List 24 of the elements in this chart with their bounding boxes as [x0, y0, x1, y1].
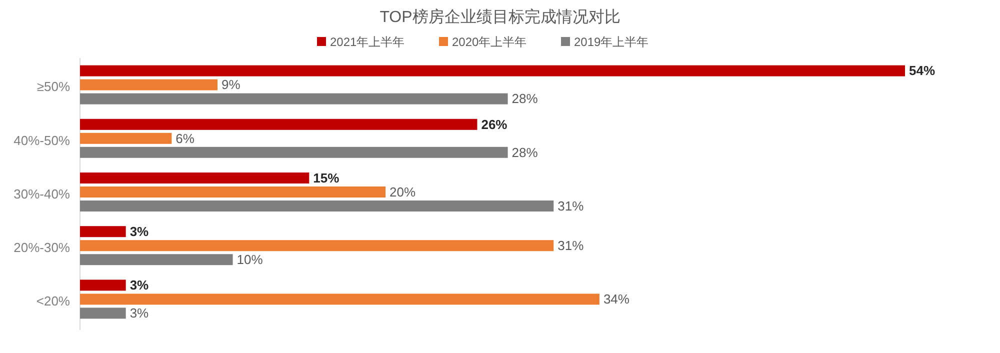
data-label: 3%	[130, 306, 150, 321]
data-label: 31%	[558, 198, 584, 214]
data-label: 6%	[176, 130, 195, 146]
data-label: 15%	[313, 170, 340, 186]
data-label: 31%	[558, 238, 584, 254]
y-tick-label: 20%-30%	[14, 240, 70, 256]
legend-label: 2019年上半年	[574, 35, 649, 49]
y-tick-label: <20%	[36, 294, 70, 309]
y-tick-label: 30%-40%	[14, 186, 70, 202]
data-label: 28%	[512, 91, 538, 106]
legend-label: 2020年上半年	[452, 35, 527, 49]
y-tick-label: 40%-50%	[14, 132, 70, 148]
data-label: 28%	[512, 144, 538, 160]
data-label: 9%	[222, 77, 241, 92]
data-label: 3%	[130, 224, 150, 240]
data-label: 34%	[603, 292, 630, 307]
chart-title: TOP榜房企业绩目标完成情况对比	[380, 8, 620, 26]
data-label: 3%	[130, 278, 150, 293]
y-tick-label: ≥50%	[36, 79, 70, 94]
data-label: 20%	[390, 184, 416, 200]
data-label: 54%	[909, 63, 936, 78]
data-label: 26%	[481, 116, 508, 132]
data-label: 10%	[236, 252, 264, 268]
legend-label: 2021年上半年	[330, 35, 405, 49]
